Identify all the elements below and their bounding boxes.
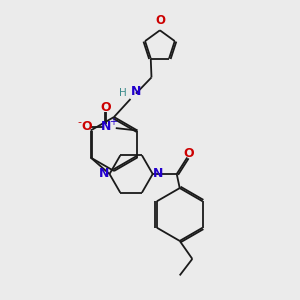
Text: N: N xyxy=(131,85,142,98)
Text: -: - xyxy=(78,117,82,127)
Text: N: N xyxy=(153,167,163,180)
Text: O: O xyxy=(155,14,165,27)
Text: N: N xyxy=(99,167,110,180)
Text: O: O xyxy=(82,119,92,133)
Text: H: H xyxy=(119,88,127,98)
Text: +: + xyxy=(109,117,117,127)
Text: O: O xyxy=(184,147,194,161)
Text: N: N xyxy=(101,120,111,133)
Text: O: O xyxy=(101,101,112,114)
